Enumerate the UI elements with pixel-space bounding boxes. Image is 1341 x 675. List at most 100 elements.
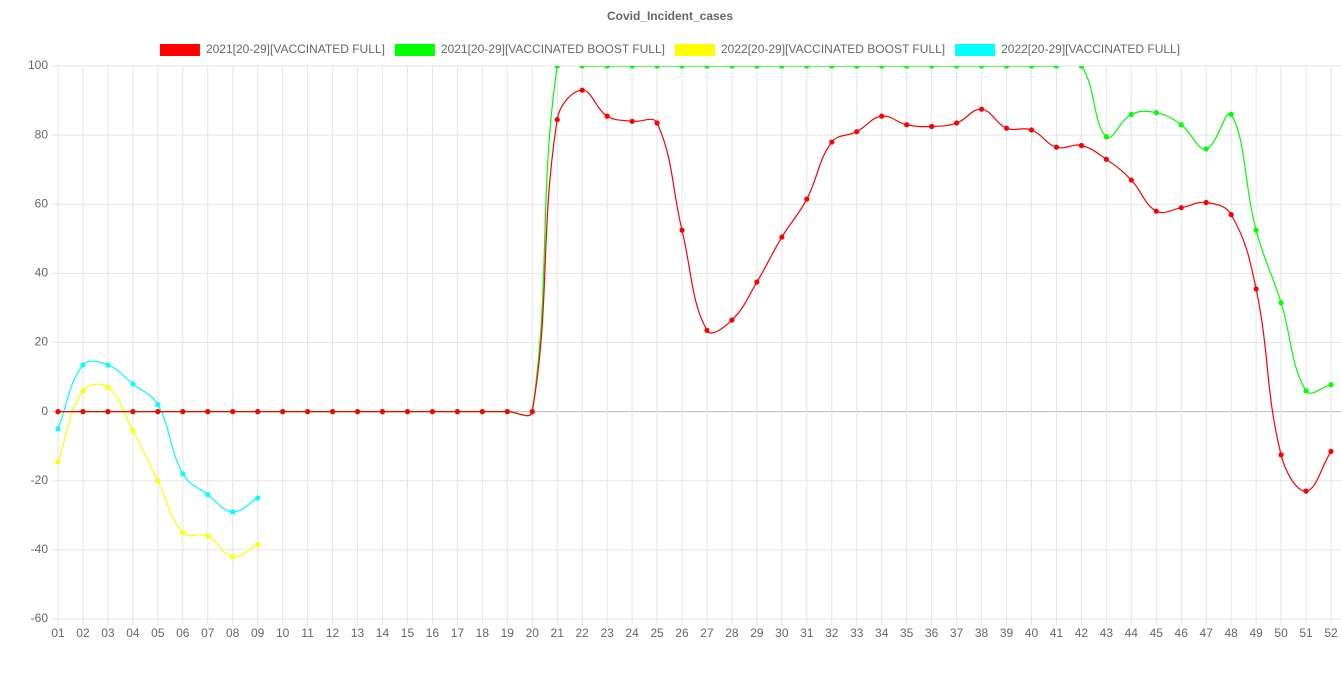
point — [804, 66, 810, 69]
x-tick-label: 02 — [76, 626, 90, 640]
point — [554, 116, 560, 123]
x-tick-label: 14 — [376, 626, 390, 640]
point — [854, 129, 860, 135]
point — [1328, 448, 1334, 454]
point — [929, 66, 935, 69]
point — [704, 66, 710, 69]
x-tick-label: 44 — [1125, 626, 1139, 640]
x-tick-label: 48 — [1224, 626, 1238, 640]
x-tick-label: 45 — [1150, 626, 1164, 640]
point — [779, 234, 785, 240]
point — [629, 66, 635, 69]
series — [55, 360, 261, 515]
point — [1103, 156, 1109, 162]
x-tick-label: 08 — [226, 626, 240, 640]
point — [1303, 388, 1309, 394]
point — [205, 491, 211, 498]
point — [1203, 199, 1209, 206]
point — [180, 409, 186, 415]
point — [1253, 286, 1259, 292]
y-tick-label: -40 — [31, 542, 49, 556]
point — [130, 428, 136, 434]
point — [205, 533, 211, 539]
x-tick-label: 41 — [1050, 626, 1064, 640]
point — [180, 529, 186, 536]
y-tick-label: -20 — [31, 473, 49, 487]
y-tick-label: 80 — [35, 127, 49, 141]
series — [55, 383, 261, 560]
point — [1278, 300, 1284, 306]
x-tick-label: 01 — [51, 626, 65, 640]
point — [953, 120, 960, 126]
point — [255, 409, 261, 415]
line — [57, 89, 1332, 492]
point — [829, 66, 835, 69]
point — [305, 409, 311, 415]
point — [80, 409, 86, 415]
legend: 2021[20-29][VACCINATED FULL] 2021[20-29][… — [159, 42, 1180, 56]
point — [55, 426, 61, 432]
x-tick-label: 35 — [900, 626, 914, 640]
point — [953, 66, 960, 69]
point — [130, 381, 136, 387]
point — [879, 66, 885, 69]
point — [1178, 205, 1184, 211]
point — [654, 66, 660, 69]
point — [729, 317, 735, 323]
y-tick-label: 60 — [35, 196, 49, 210]
point — [105, 384, 111, 391]
legend-swatch — [394, 44, 435, 56]
point — [1153, 110, 1159, 116]
x-tick-label: 38 — [975, 626, 989, 640]
point — [105, 409, 111, 415]
point — [504, 409, 510, 415]
x-tick-label: 23 — [600, 626, 614, 640]
point — [1228, 212, 1234, 218]
x-tick-label: 27 — [700, 626, 714, 640]
point — [1053, 66, 1060, 69]
point — [454, 409, 460, 415]
point — [904, 66, 910, 69]
point — [654, 120, 660, 126]
x-tick-label: 34 — [875, 626, 889, 640]
x-tick-label: 07 — [201, 626, 215, 640]
x-tick-label: 18 — [476, 626, 490, 640]
x-tick-label: 47 — [1200, 626, 1214, 640]
point — [404, 409, 411, 415]
point — [1078, 142, 1084, 149]
x-tick-label: 10 — [276, 626, 290, 640]
y-tick-label: 100 — [28, 58, 48, 72]
point — [1028, 127, 1035, 133]
point — [579, 66, 585, 69]
point — [1253, 227, 1259, 233]
point — [1103, 134, 1109, 140]
x-tick-label: 50 — [1274, 626, 1288, 640]
point — [155, 478, 161, 484]
point — [604, 66, 610, 69]
legend-swatch — [955, 44, 996, 56]
point — [354, 409, 361, 415]
point — [55, 459, 61, 465]
point — [1178, 122, 1184, 128]
point — [679, 227, 685, 233]
y-tick-label: 20 — [35, 335, 49, 349]
point — [280, 409, 286, 415]
x-tick-label: 31 — [800, 626, 814, 640]
x-tick-label: 42 — [1075, 626, 1089, 640]
point — [978, 66, 985, 69]
point — [379, 409, 386, 415]
point — [704, 327, 710, 334]
point — [1278, 452, 1284, 458]
x-tick-label: 29 — [750, 626, 764, 640]
point — [429, 409, 436, 415]
chart-title: Covid_Incident_cases — [607, 9, 733, 23]
point — [554, 66, 560, 69]
x-tick-label: 36 — [925, 626, 939, 640]
point — [1128, 177, 1134, 183]
x-tick-label: 12 — [326, 626, 340, 640]
point — [1328, 382, 1334, 388]
point — [754, 279, 760, 285]
point — [579, 87, 585, 93]
x-tick-label: 17 — [451, 626, 465, 640]
